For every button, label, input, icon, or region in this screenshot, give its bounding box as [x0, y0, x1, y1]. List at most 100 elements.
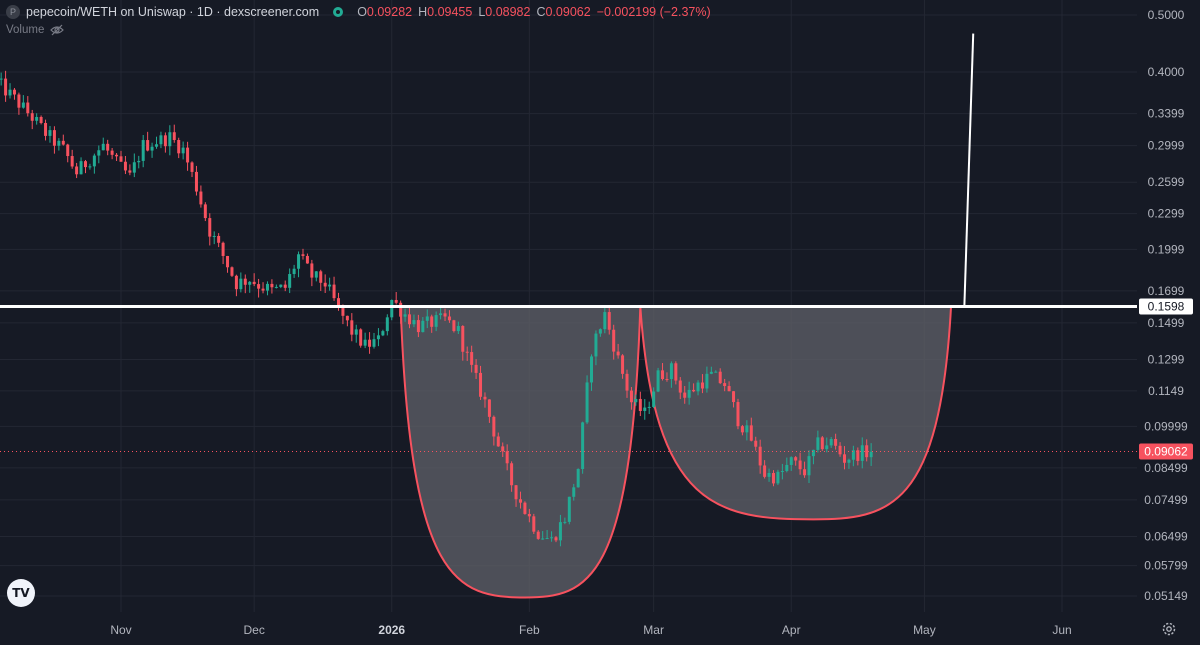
candle	[141, 134, 145, 168]
candle	[789, 456, 793, 471]
candle-body	[545, 538, 549, 540]
candle	[412, 314, 416, 328]
chart-title: pepecoin/WETH on Uniswap · 1D · dexscree…	[26, 5, 320, 19]
candle	[572, 483, 576, 501]
candle	[421, 317, 425, 333]
candle-body	[656, 370, 660, 392]
candle-body	[376, 335, 380, 340]
candle-body	[17, 94, 21, 108]
candle-body	[771, 472, 775, 484]
candle-body	[421, 320, 425, 333]
candle-body	[350, 320, 354, 335]
candle-body	[265, 283, 269, 291]
candle	[554, 536, 558, 543]
y-tick-label: 0.05149	[1144, 589, 1188, 603]
candle-body	[301, 254, 305, 256]
volume-indicator[interactable]: Volume	[6, 24, 65, 36]
candle-body	[825, 445, 829, 450]
candle-body	[270, 283, 274, 288]
candle	[532, 513, 536, 535]
candle-body	[696, 382, 700, 392]
candle	[470, 345, 474, 373]
candle-body	[416, 320, 420, 333]
candle-body	[714, 371, 718, 373]
candle	[297, 251, 301, 278]
candle	[128, 164, 132, 176]
candle-body	[590, 356, 593, 383]
candle	[115, 153, 119, 162]
open-label: O	[357, 5, 367, 19]
candle-body	[505, 451, 509, 464]
candle-body	[749, 425, 753, 441]
candle	[505, 444, 509, 471]
candle-body	[61, 140, 65, 145]
gear-icon[interactable]	[1161, 621, 1177, 637]
symbol-icon[interactable]: P	[6, 5, 20, 19]
candle-body	[190, 162, 194, 172]
candle-body	[412, 320, 416, 325]
candle	[248, 280, 252, 293]
y-tick-label: 0.1299	[1148, 352, 1185, 366]
candle	[79, 157, 83, 175]
candle-body	[92, 155, 96, 167]
candle-body	[279, 284, 283, 287]
candle	[776, 469, 780, 486]
candle-body	[425, 316, 429, 321]
candle-body	[794, 457, 798, 461]
candle-body	[128, 170, 132, 173]
eye-dot-icon[interactable]	[333, 7, 344, 17]
candle-body	[803, 469, 807, 476]
candle	[803, 461, 807, 478]
candle-body	[239, 278, 243, 290]
candle-body	[44, 122, 48, 136]
candle	[616, 343, 620, 359]
candle	[461, 325, 465, 361]
candle-body	[163, 135, 167, 147]
candle-body	[474, 364, 478, 373]
tradingview-logo-icon[interactable]: TV	[7, 579, 35, 607]
candle	[780, 463, 784, 480]
x-tick-label: Mar	[643, 623, 664, 637]
candle	[816, 430, 820, 453]
candle-body	[718, 371, 722, 384]
y-tick-label: 0.1149	[1148, 384, 1184, 398]
candle-body	[661, 370, 665, 379]
candle-body	[754, 440, 758, 447]
candle	[279, 284, 283, 289]
candle	[661, 363, 665, 381]
candle	[718, 368, 722, 385]
candle-body	[12, 89, 16, 95]
candle	[443, 308, 447, 322]
candle-body	[687, 389, 691, 398]
y-tick-label: 0.06499	[1144, 529, 1188, 543]
eye-hidden-icon[interactable]	[50, 24, 65, 36]
candle	[723, 378, 727, 392]
candle-body	[177, 140, 181, 154]
candle-body	[700, 382, 704, 389]
candle	[439, 307, 443, 320]
candle	[425, 309, 429, 329]
candle	[0, 72, 3, 86]
candle	[230, 266, 234, 277]
candle	[771, 470, 775, 487]
candle	[501, 442, 505, 457]
candle-body	[567, 496, 571, 522]
change-value: −0.002199 (−2.37%)	[596, 5, 711, 19]
candle-body	[550, 537, 554, 539]
candle	[8, 83, 12, 99]
candle	[336, 292, 340, 311]
open-value: 0.09282	[366, 5, 413, 19]
candle-body	[221, 242, 225, 256]
resistance-price-badge: 0.1598	[1139, 298, 1193, 315]
candle	[430, 314, 434, 333]
candle	[270, 279, 274, 294]
candle	[12, 87, 16, 100]
candle-body	[168, 132, 172, 147]
candle-body	[816, 437, 820, 450]
candle-body	[345, 315, 349, 321]
candle-body	[292, 268, 296, 275]
candle	[811, 449, 815, 465]
candle-body	[541, 538, 545, 540]
candle-body	[563, 521, 567, 523]
